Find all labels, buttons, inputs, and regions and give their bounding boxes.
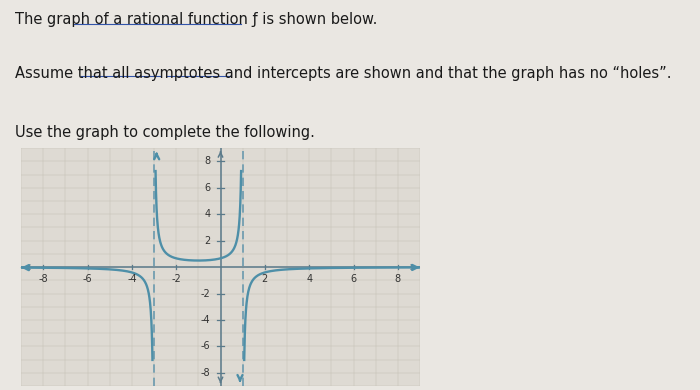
- Text: 8: 8: [395, 274, 401, 284]
- Text: 2: 2: [262, 274, 268, 284]
- Text: -8: -8: [38, 274, 48, 284]
- Text: 4: 4: [306, 274, 312, 284]
- Text: 6: 6: [204, 183, 211, 193]
- Text: Assume that all asymptotes and intercepts are shown and that the graph has no “h: Assume that all asymptotes and intercept…: [15, 66, 672, 80]
- Text: The graph of a rational function ƒ is shown below.: The graph of a rational function ƒ is sh…: [15, 12, 378, 27]
- Text: -6: -6: [201, 342, 211, 351]
- Text: Use the graph to complete the following.: Use the graph to complete the following.: [15, 125, 315, 140]
- Text: 8: 8: [204, 156, 211, 167]
- Text: -2: -2: [201, 289, 211, 299]
- Text: -8: -8: [201, 368, 211, 378]
- Text: -2: -2: [172, 274, 181, 284]
- Text: -4: -4: [127, 274, 136, 284]
- Text: -4: -4: [201, 315, 211, 325]
- Text: 6: 6: [351, 274, 356, 284]
- Text: -6: -6: [83, 274, 92, 284]
- Text: 2: 2: [204, 236, 211, 246]
- Text: 4: 4: [204, 209, 211, 219]
